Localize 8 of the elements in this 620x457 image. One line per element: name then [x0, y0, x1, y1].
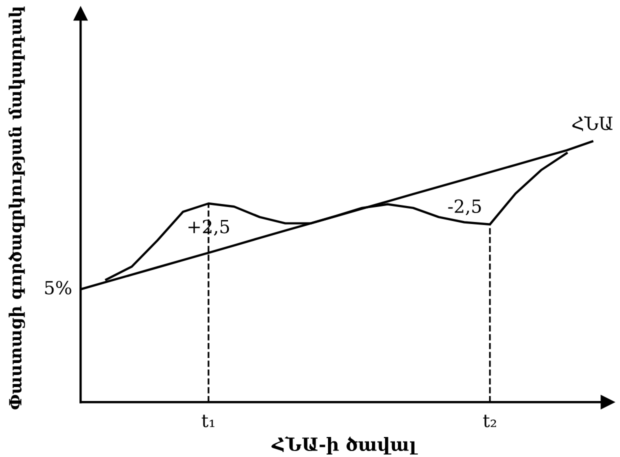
y-axis-title: Փաստացի գործազրկության մակարդակ	[8, 6, 26, 410]
annotation: +2,5	[188, 220, 230, 236]
text: 5%	[45, 280, 72, 295]
x-axis-title: ՀՆԱ-ի ծավալ	[271, 436, 418, 455]
annotation: -2,5	[448, 199, 481, 216]
x-tick-label: t₂	[483, 414, 496, 428]
series-label: ՀՆԱ	[572, 116, 612, 132]
x-tick-label: t₁	[202, 414, 214, 428]
